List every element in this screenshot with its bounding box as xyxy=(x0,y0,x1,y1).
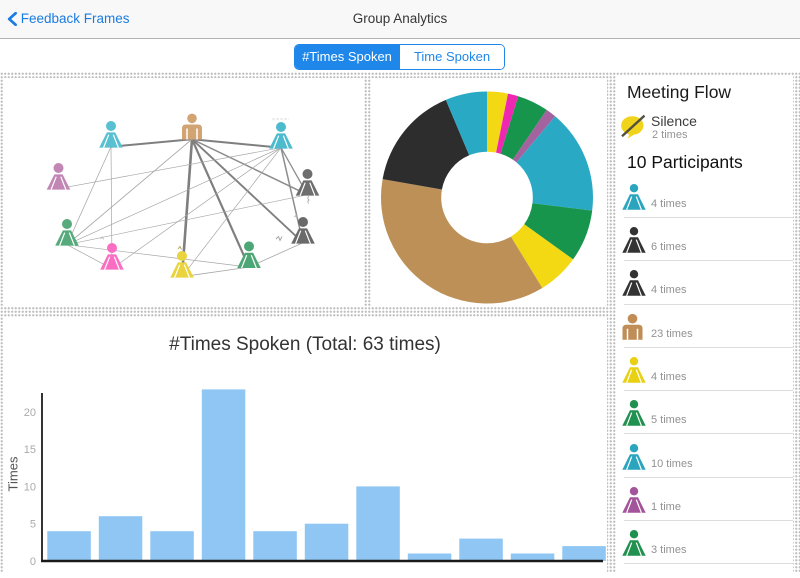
svg-text:0: 0 xyxy=(30,556,36,568)
svg-text:5: 5 xyxy=(30,519,36,531)
svg-text:Times: Times xyxy=(6,456,21,491)
svg-text:#Times Spoken (Total: 63 times: #Times Spoken (Total: 63 times) xyxy=(169,334,441,355)
svg-text:15: 15 xyxy=(24,444,36,456)
svg-text:10: 10 xyxy=(24,481,36,493)
svg-text:20: 20 xyxy=(24,407,36,419)
